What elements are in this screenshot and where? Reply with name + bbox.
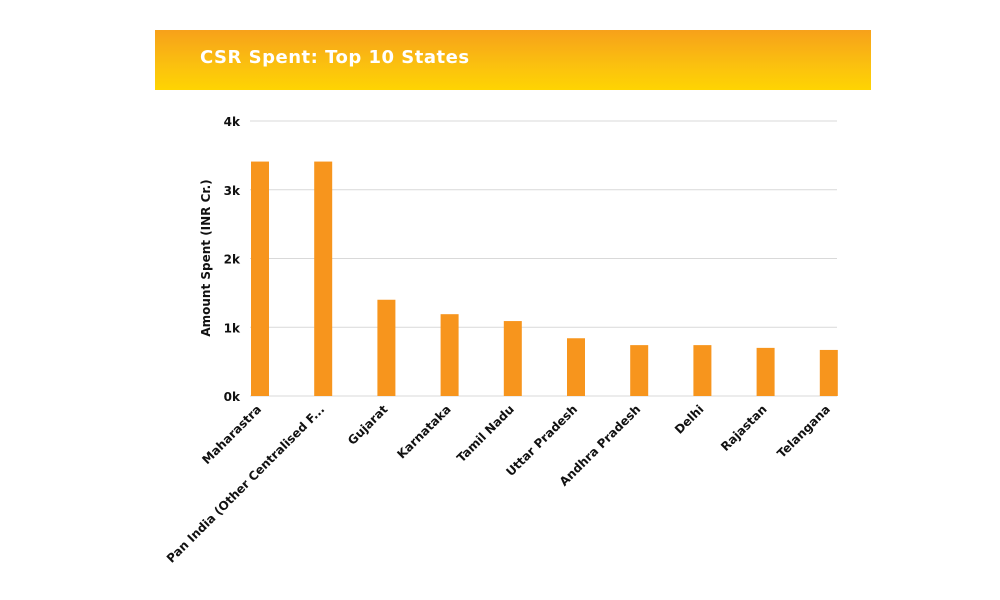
x-tick-label: Karnataka	[394, 402, 453, 461]
y-tick-label: 4k	[224, 115, 241, 129]
y-tick-label: 2k	[224, 253, 241, 267]
bar-uttar-pradesh	[567, 338, 585, 396]
y-tick-label: 3k	[224, 184, 241, 198]
y-tick-label: 1k	[224, 321, 241, 335]
x-tick-label: Gujarat	[345, 402, 391, 448]
y-tick-label: 0k	[224, 390, 241, 404]
x-tick-label: Telangana	[774, 402, 833, 461]
bar-telangana	[819, 349, 838, 396]
bar-delhi	[693, 345, 712, 396]
y-axis-label: Amount Spent (INR Cr.)	[199, 179, 213, 336]
chart-header: CSR Spent: Top 10 States	[155, 30, 871, 90]
bar-karnataka	[440, 314, 459, 396]
bar-andhra-pradesh	[630, 345, 649, 396]
bar-rajastan	[756, 347, 775, 396]
bar-tamil-nadu	[503, 321, 522, 396]
x-tick-label: Tamil Nadu	[454, 402, 517, 465]
x-tick-label: Rajastan	[718, 402, 770, 454]
bar-pan-india-other-centralised-f-	[314, 161, 333, 396]
bar-maharastra	[251, 161, 269, 396]
x-tick-label: Delhi	[672, 402, 707, 437]
bar-gujarat	[377, 299, 396, 396]
x-tick-label: Maharastra	[199, 402, 264, 467]
chart-title: CSR Spent: Top 10 States	[200, 47, 470, 68]
